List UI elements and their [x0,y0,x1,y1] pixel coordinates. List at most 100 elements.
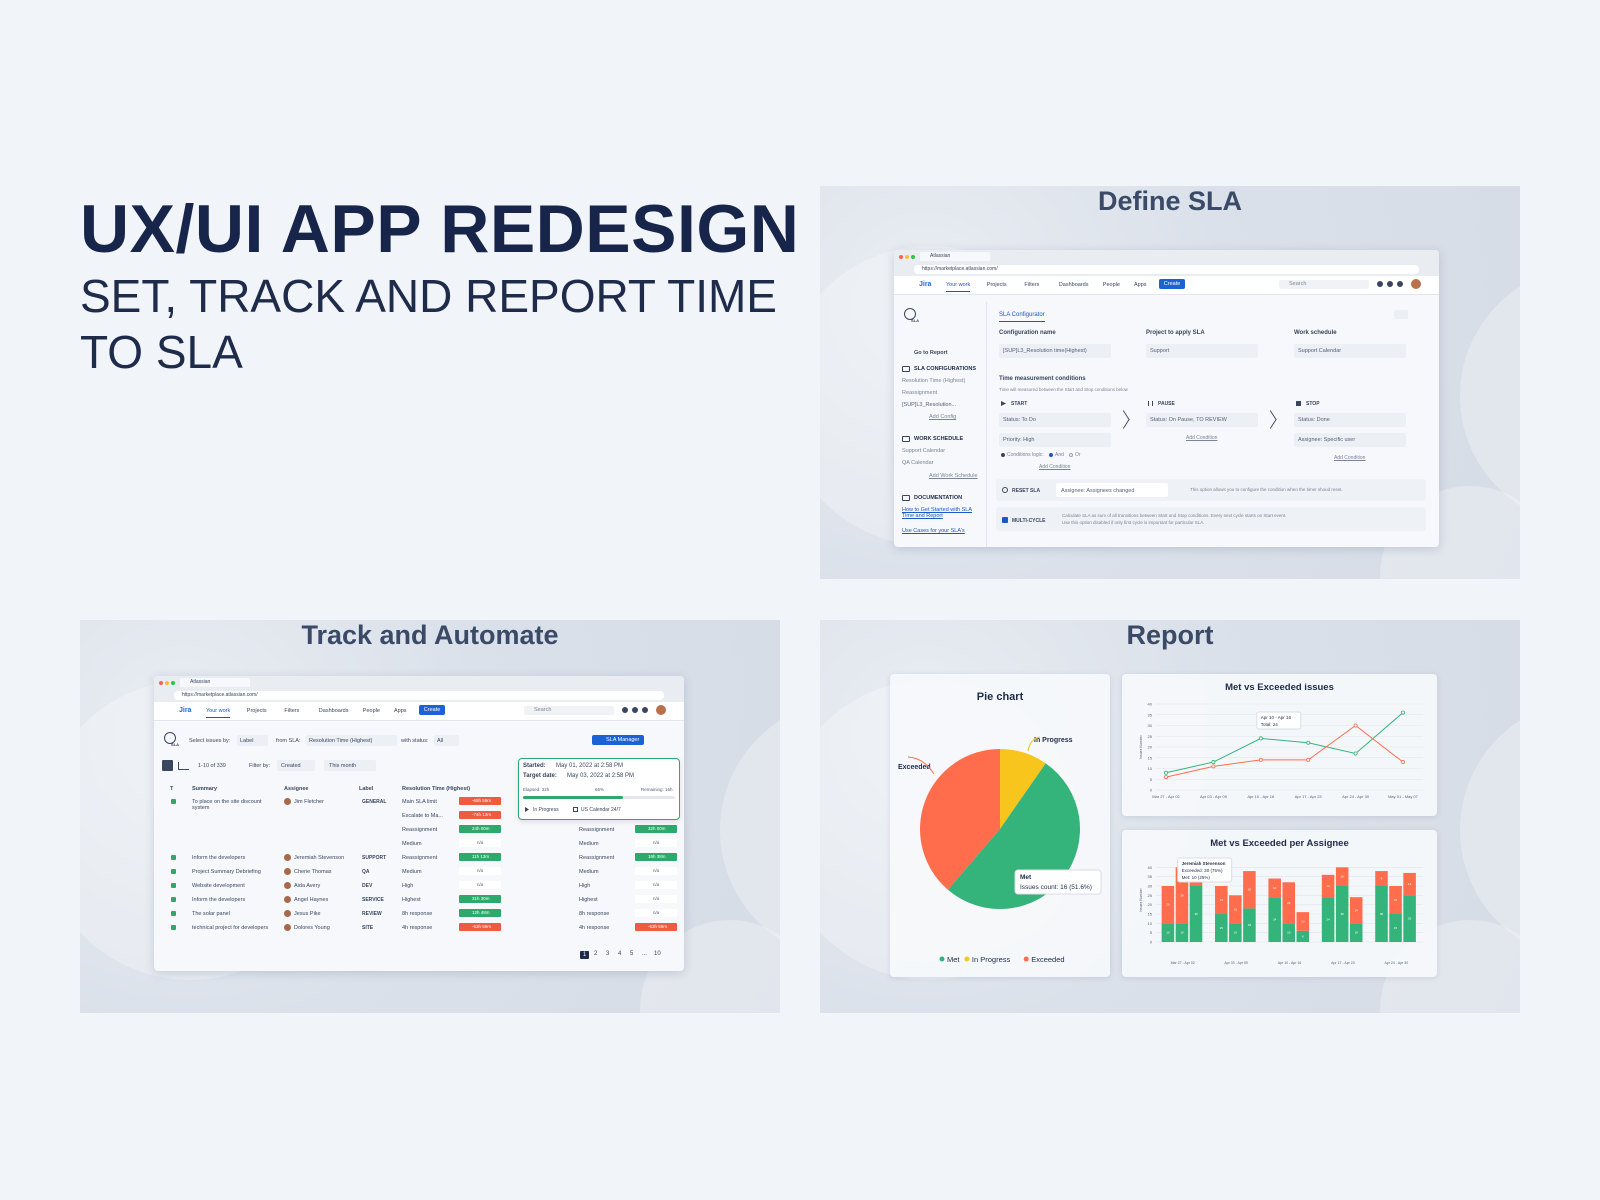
app-window: Atlassian https://marketplace.atlassian.c… [154,676,684,971]
leader [907,756,935,775]
sidebar-item: Reassignment [902,390,938,396]
tab-label: Atlassian [190,679,211,685]
x-tick-label: Apr 03 - Apr 09 [1200,794,1228,799]
filter-value: Created [281,763,301,769]
label: SERVICE [362,897,384,903]
page-number[interactable]: 4 [618,951,622,957]
timer [635,839,677,847]
summary[interactable]: To place on the site discount system [192,799,262,811]
point [1400,710,1405,715]
bar-segment [1375,871,1388,886]
url-bar [174,691,664,700]
sidebar-item: Resolution Time (Highest) [902,378,966,384]
assignee: Cherie Thomas [294,869,332,875]
condition-head: STOP [1306,401,1320,407]
sidebar-item: [SUP]L3_Resolution... [902,402,957,408]
add-condition[interactable]: Add Condition [1334,455,1366,461]
y-tick-label: 0 [1150,940,1153,945]
timer-value: 32h 00m [648,826,666,831]
toolbar-label: with status: [401,738,429,744]
timer-value: n/a [653,896,660,901]
label: SUPPORT [362,855,387,861]
x-tick-label: Apr 17 - Apr 23 [1295,794,1323,799]
tooltip-text: Jeremiah Stevenson [1182,861,1226,866]
add-condition[interactable]: Add Condition [1039,464,1071,470]
bar-segment [1189,886,1203,942]
radio [1069,453,1073,457]
bar-segment [1403,872,1416,896]
label: DEV [362,883,373,889]
label: QA [362,869,370,875]
panel-title: Define SLA [1097,186,1243,216]
input [999,344,1111,358]
popup-calendar: US Calendar 24/7 [581,807,621,813]
page-number[interactable]: 5 [630,951,634,957]
sidebar-item[interactable]: Use Cases for your SLA's [902,528,965,534]
toolbar-label: Select issues by: [189,738,231,744]
page-number[interactable]: 2 [594,951,598,957]
bar-segment [1349,923,1363,942]
value-label: 20 [1166,903,1170,907]
summary[interactable]: Website development [192,883,245,889]
nav-item: Projects [246,708,267,714]
summary[interactable]: Project Summary Debriefing [192,869,261,875]
sla-name: Main SLA limit [402,799,437,805]
summary[interactable]: technical project for developers [192,925,269,931]
chart-card: Pie chart In Progress Exceeded Met Issues co… [890,674,1110,977]
avatar [284,924,291,931]
page-number[interactable]: 10 [654,951,661,957]
sidebar-item: SLA CONFIGURATIONS [914,366,977,372]
multi-note: Calculate SLA as sum of all transitions … [1062,513,1287,518]
y-tick-label: 5 [1150,777,1153,782]
y-tick-label: 10 [1148,921,1153,926]
avatar [284,896,291,903]
y-tick-label: 30 [1148,723,1153,728]
input [1056,483,1168,497]
field-value: [SUP]L3_Resolution time(Highest) [1003,348,1087,354]
timer [635,825,677,833]
chart-card: Met vs Exceeded per Assignee 0 5 10 15 20 25 30… [1122,830,1437,977]
summary[interactable]: Inform the developers [192,897,246,903]
bar-segment [1321,874,1335,898]
sidebar-item[interactable]: Go to Report [914,350,948,356]
timer-value: n/a [653,868,660,873]
series-line [1165,724,1404,778]
page-number[interactable]: ... [642,951,648,957]
section-title: Time measurement conditions [999,376,1086,382]
page-number[interactable]: 1 [580,951,590,959]
summary[interactable]: The solar panel [192,911,230,917]
logo: Jira [919,281,932,288]
value-label: 14 [1355,908,1359,912]
x-tick-label: May 01 - May 07 [1388,794,1419,799]
value-label: 18 [1248,923,1252,927]
chart-title: Met vs Exceeded issues [1225,682,1334,693]
summary[interactable]: Inform the developers [192,855,246,861]
x-tick-label: Apr 24 - Apr 30 [1342,794,1370,799]
timer-value: 11h 13m [472,854,490,859]
y-tick-label: 25 [1148,893,1153,898]
create-button[interactable]: Create [1158,279,1186,289]
select-box [277,760,315,771]
timer [459,895,501,903]
sidebar-item[interactable]: How to Get Started with SLA Time and Rep… [902,507,973,519]
field-label: Work schedule [1294,330,1337,336]
condition-icon [1148,401,1153,406]
checkbox [1002,517,1008,523]
page-number[interactable]: 3 [606,951,610,957]
sidebar-icon [902,366,910,372]
chart-title: Met vs Exceeded per Assignee [1210,838,1349,849]
sla-name: Highest [402,897,421,903]
point [1164,775,1169,780]
nav-icon [632,707,638,713]
reset-icon [1002,487,1008,493]
create-button[interactable]: Create [418,705,446,715]
elapsed: Elapsed: 32h [523,787,550,792]
calendar-icon [573,807,578,812]
add-condition[interactable]: Add Condition [1186,435,1218,441]
multi-row [996,507,1426,531]
sla-manager-button[interactable]: SLA Manager [592,735,645,745]
field-label: Configuration name [999,330,1056,336]
sidebar-icon [902,495,910,501]
condition-value: Status: On Pause, TO REVIEW [1150,417,1227,423]
value-label: 15 [1220,926,1224,930]
